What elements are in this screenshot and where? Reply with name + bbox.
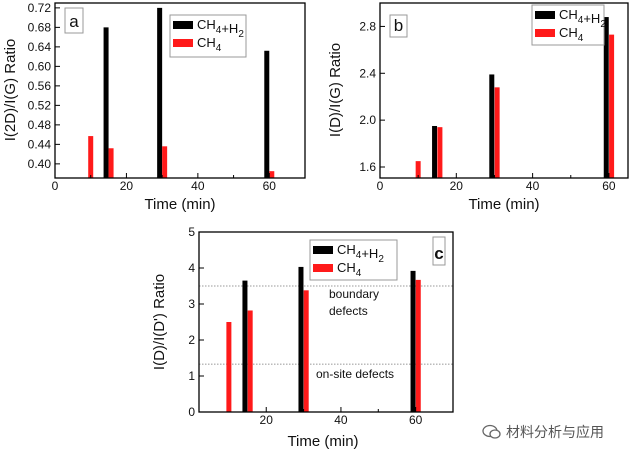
watermark-text: 材料分析与应用 [506,424,604,440]
panel-label-box [64,7,84,34]
x-tick-label: 40 [526,179,540,193]
y-tick-label: 2 [188,333,195,347]
bar-ch4-h2 [157,7,163,179]
x-tick-label: 40 [191,179,205,193]
panel-b: 0 20 40 60 1.6 2.0 2.4 2.8 Time (min) I(D)/I(G) R… [327,2,629,213]
y-tick-label: 3 [188,297,195,311]
panel-label-box [432,236,446,266]
bar-ch4-h2 [410,270,416,412]
legend-label: CH4 [197,35,222,54]
x-tick-label: 60 [602,179,616,193]
bar-ch4-h2 [103,27,109,178]
panel-label-box [389,14,408,38]
bar-ch4 [437,127,443,178]
y-tick-label: 0.68 [28,20,52,34]
x-tick-label: 0 [377,179,384,193]
x-tick-label: 20 [260,413,274,427]
legend-label: CH4+H2 [197,17,244,40]
y-tick-label: 0.52 [28,98,52,112]
x-tick-label: 20 [120,179,134,193]
legend-swatch [535,29,555,37]
bar-ch4 [108,148,114,178]
bar-ch4 [494,87,500,178]
y-tick-label: 2.4 [359,66,376,80]
y-tick-label: 0.60 [28,59,52,73]
x-tick-label: 60 [409,413,423,427]
y-tick-label: 2.8 [359,19,376,33]
bar-ch4 [415,161,421,178]
bar-ch4-h2 [298,266,304,412]
bar-ch4-h2 [242,280,248,412]
bar-ch4 [269,171,275,178]
y-tick-label: 0.44 [28,137,52,151]
bar-ch4 [609,34,615,178]
x-tick-label: 0 [52,179,59,193]
y-axis-label: I(2D)/I(G) Ratio [2,39,19,142]
y-tick-label: 4 [188,261,195,275]
bar-ch4-h2 [489,74,495,178]
y-axis-label: I(D)/I(D') Ratio [151,274,168,370]
bar-ch4 [303,290,309,412]
legend-label: CH4 [337,260,362,279]
annotation-on-site: on-site defects [316,367,394,381]
y-tick-label: 0.40 [28,157,52,171]
panel-label: a [69,12,79,31]
y-tick-label: 1 [188,369,195,383]
watermark: 材料分析与应用 [482,422,604,442]
plot-frame [198,231,454,413]
y-tick-label: 0.56 [28,79,52,93]
y-tick-label: 5 [188,225,195,239]
y-axis-label: I(D)/I(G) Ratio [327,43,344,137]
legend-label: CH4+H2 [559,7,606,30]
y-tick-label: 2.0 [359,113,376,127]
x-tick-label: 60 [263,179,277,193]
bar-ch4-h2 [432,125,438,178]
bar-ch4 [247,310,253,412]
y-tick-label: 0.72 [28,1,52,15]
x-tick-label: 40 [334,413,348,427]
bar-ch4 [226,322,232,412]
wechat-icon [482,424,501,439]
legend-swatch [173,21,193,29]
bar-ch4 [415,279,421,412]
bar-ch4-h2 [603,17,609,178]
legend-swatch [313,264,333,272]
annotation-defects: defects [329,304,368,318]
bar-ch4-h2 [264,50,270,178]
annotation-boundary: boundary [329,287,379,301]
legend-swatch [313,246,333,254]
panel-c: 20 40 60 0 1 2 3 4 5 Time (min) I(D)/I(D') Ratio c C… [151,225,454,450]
bar-ch4 [88,136,94,178]
y-tick-label: 0.48 [28,118,52,132]
y-tick-label: 1.6 [359,160,376,174]
x-tick-label: 20 [450,179,464,193]
legend-swatch [535,11,555,19]
y-tick-label: 0.64 [28,40,52,54]
panel-a: 0 20 40 60 0.40 0.44 0.48 0.52 0.56 0.60 0.64 0.68 0… [2,1,306,213]
plot-frame [379,2,629,179]
legend-label: CH4+H2 [337,242,384,265]
panel-label: c [434,244,443,263]
panel-label: b [394,16,403,35]
bar-ch4 [162,146,168,178]
legend-label: CH4 [559,25,584,44]
x-axis-label: Time (min) [287,433,358,450]
x-axis-label: Time (min) [468,196,539,213]
legend-swatch [173,39,193,47]
plot-frame [54,2,306,179]
x-axis-label: Time (min) [144,196,215,213]
y-tick-label: 0 [188,405,195,419]
